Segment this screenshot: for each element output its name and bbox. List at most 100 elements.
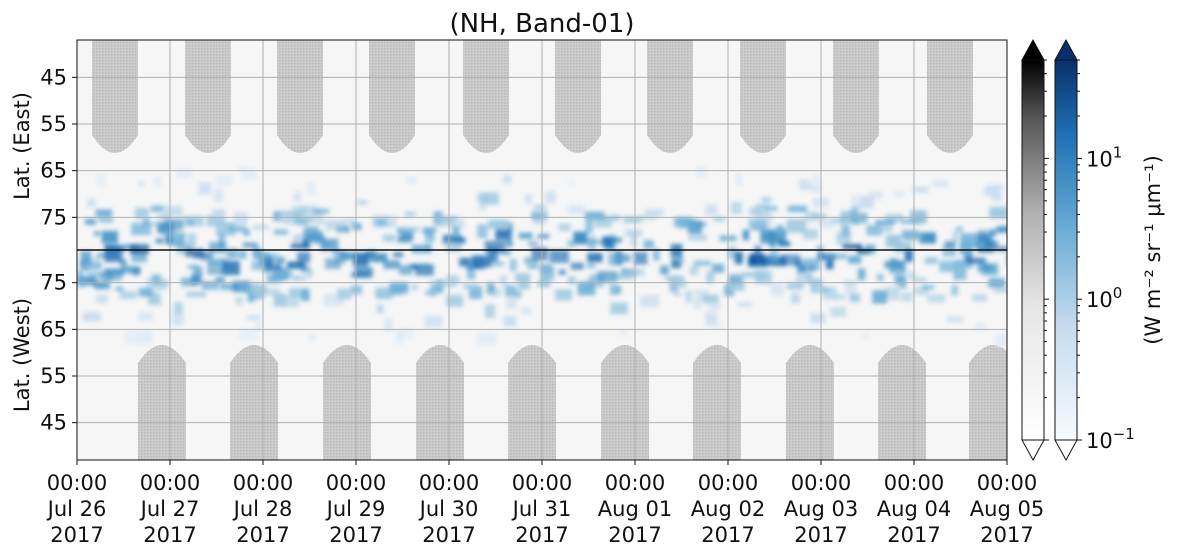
heat-cell bbox=[509, 258, 517, 272]
y-tick-label-west: 75 bbox=[40, 271, 67, 295]
heat-cell bbox=[424, 228, 435, 242]
colorbar-ticks: 101 100 10−1 bbox=[1044, 59, 1135, 453]
heat-cell bbox=[486, 282, 495, 295]
heat-cell bbox=[215, 174, 233, 186]
colorbar-grey-extend-top bbox=[1021, 38, 1045, 61]
heat-cell bbox=[617, 254, 631, 263]
heat-cell bbox=[849, 293, 860, 303]
heat-cell bbox=[131, 251, 147, 263]
heat-cell bbox=[176, 242, 194, 254]
heat-cell bbox=[676, 257, 684, 265]
heat-cell bbox=[964, 250, 973, 264]
heat-cell bbox=[138, 288, 153, 297]
heat-cell bbox=[952, 231, 959, 243]
heat-cell bbox=[264, 288, 280, 296]
heat-cell bbox=[913, 286, 929, 296]
heat-cell bbox=[707, 303, 721, 310]
heat-cell bbox=[96, 173, 106, 187]
heat-cell bbox=[527, 264, 539, 269]
no-data-region bbox=[277, 40, 323, 153]
heat-cell bbox=[430, 280, 447, 288]
heat-cell bbox=[825, 260, 834, 270]
heat-cell bbox=[527, 241, 539, 246]
no-data-region bbox=[927, 40, 973, 153]
heat-cell bbox=[567, 239, 576, 248]
heat-cell bbox=[770, 283, 784, 296]
heat-cell bbox=[877, 273, 884, 282]
heat-cell bbox=[343, 219, 356, 224]
x-tick-label: 2017 bbox=[794, 523, 847, 547]
x-tick-label: 00:00 bbox=[977, 471, 1038, 495]
y-tick-label-east: 75 bbox=[40, 205, 67, 229]
heat-cell bbox=[843, 280, 857, 287]
heat-cell bbox=[955, 259, 974, 269]
heat-cell bbox=[138, 312, 153, 321]
heat-cell bbox=[415, 264, 434, 276]
heat-cell bbox=[573, 234, 588, 245]
heat-cell bbox=[408, 264, 418, 270]
heat-cell bbox=[531, 210, 548, 220]
x-tick-label: 00:00 bbox=[884, 471, 945, 495]
x-tick-label: 00:00 bbox=[698, 471, 759, 495]
heat-cell bbox=[95, 209, 113, 217]
heat-cell bbox=[568, 180, 576, 186]
heat-cell bbox=[924, 257, 938, 264]
x-tick-label: 2017 bbox=[329, 523, 382, 547]
heat-cell bbox=[885, 286, 900, 301]
heat-cell bbox=[549, 249, 569, 263]
heat-cell bbox=[149, 292, 159, 305]
heat-cell bbox=[500, 250, 511, 255]
heat-cell bbox=[975, 242, 985, 249]
heat-cell bbox=[799, 179, 811, 190]
heat-cell bbox=[633, 251, 648, 265]
heat-cell bbox=[222, 260, 240, 275]
heat-cell bbox=[115, 286, 124, 291]
no-data-region bbox=[833, 40, 879, 153]
heat-cell bbox=[833, 294, 846, 300]
heat-cell bbox=[989, 206, 1007, 219]
heat-cell bbox=[760, 208, 773, 219]
heat-cell bbox=[502, 174, 512, 184]
heat-cell bbox=[137, 181, 145, 187]
no-data-region bbox=[647, 40, 693, 153]
heat-cell bbox=[610, 302, 628, 315]
heat-cell bbox=[383, 234, 395, 242]
x-tick-label: 00:00 bbox=[512, 471, 573, 495]
heat-cell bbox=[845, 287, 857, 294]
heat-cell bbox=[640, 295, 660, 308]
heat-cell bbox=[430, 284, 437, 297]
heat-cell bbox=[805, 179, 819, 185]
heat-cell bbox=[705, 204, 718, 216]
colorbar-blue-extend-bottom bbox=[1054, 439, 1078, 462]
heat-cell bbox=[685, 290, 693, 303]
heat-cell bbox=[712, 263, 725, 273]
heat-cell bbox=[912, 186, 929, 193]
heat-cell bbox=[399, 265, 413, 275]
heat-cell bbox=[351, 285, 363, 295]
heat-cell bbox=[186, 291, 207, 298]
heat-cell bbox=[300, 265, 311, 273]
heat-cell bbox=[445, 294, 464, 307]
heat-cell bbox=[680, 280, 687, 288]
heat-cell bbox=[164, 218, 184, 230]
heat-cell bbox=[644, 209, 664, 217]
heat-cell bbox=[504, 285, 516, 297]
heat-cell bbox=[734, 251, 743, 265]
heat-cell bbox=[495, 229, 512, 240]
heat-cell bbox=[406, 176, 417, 184]
heat-cell bbox=[172, 313, 184, 326]
heat-cell bbox=[594, 216, 613, 228]
heat-cell bbox=[805, 272, 813, 284]
heat-cell bbox=[252, 224, 269, 230]
heat-cell bbox=[913, 277, 927, 282]
heat-cell bbox=[412, 226, 421, 233]
heat-cell bbox=[537, 234, 550, 239]
heat-cell bbox=[810, 279, 820, 294]
heat-cell bbox=[587, 236, 596, 250]
heat-cell bbox=[728, 274, 743, 284]
heat-cell bbox=[524, 194, 532, 205]
heat-cell bbox=[83, 264, 90, 272]
no-data-regions bbox=[92, 40, 1007, 460]
heat-cell bbox=[452, 226, 460, 238]
